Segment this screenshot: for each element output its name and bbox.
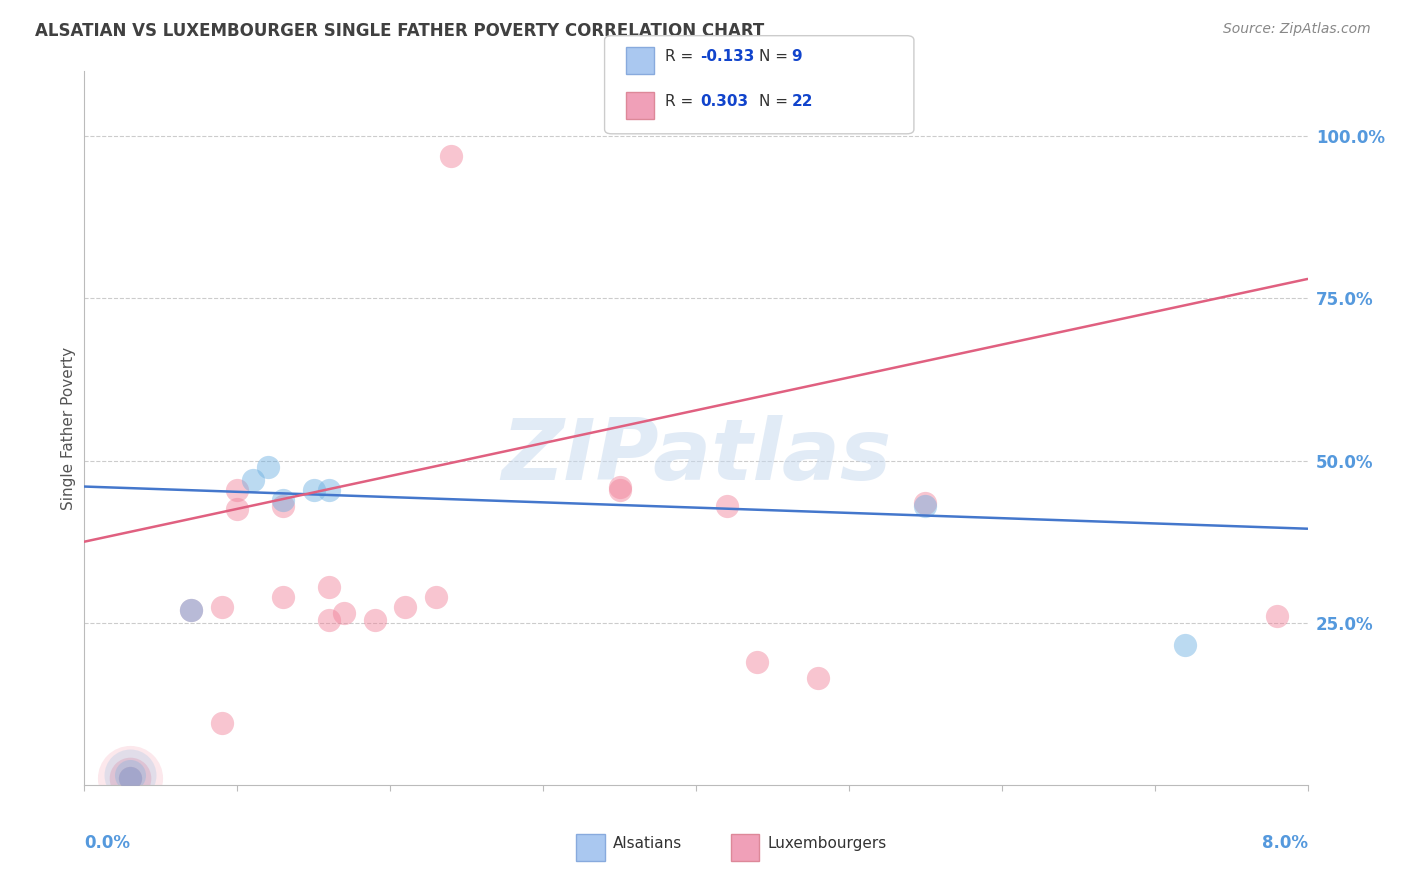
Point — [271, 590, 294, 604]
Point — [120, 768, 142, 782]
Point — [914, 499, 936, 513]
Point — [318, 580, 340, 594]
Text: 9: 9 — [792, 49, 803, 64]
Text: ZIPatlas: ZIPatlas — [501, 415, 891, 499]
Point — [120, 772, 142, 786]
Point — [716, 499, 738, 513]
Point — [914, 496, 936, 510]
Text: 8.0%: 8.0% — [1261, 834, 1308, 852]
Point — [333, 606, 356, 620]
Text: N =: N = — [759, 49, 793, 64]
Point — [120, 772, 142, 786]
Text: 0.0%: 0.0% — [84, 834, 131, 852]
Point — [242, 473, 264, 487]
Point — [226, 483, 249, 497]
Y-axis label: Single Father Poverty: Single Father Poverty — [60, 347, 76, 509]
Point — [120, 768, 142, 782]
Point — [807, 671, 830, 685]
Text: 0.303: 0.303 — [700, 94, 748, 109]
Point — [440, 149, 463, 163]
Text: Luxembourgers: Luxembourgers — [768, 836, 887, 851]
Text: Alsatians: Alsatians — [613, 836, 682, 851]
Text: ALSATIAN VS LUXEMBOURGER SINGLE FATHER POVERTY CORRELATION CHART: ALSATIAN VS LUXEMBOURGER SINGLE FATHER P… — [35, 22, 765, 40]
Text: 22: 22 — [792, 94, 813, 109]
Point — [180, 603, 202, 617]
Point — [747, 655, 769, 669]
Text: -0.133: -0.133 — [700, 49, 755, 64]
Point — [120, 772, 142, 786]
Point — [257, 460, 280, 475]
Point — [609, 479, 631, 493]
Point — [271, 499, 294, 513]
Text: Source: ZipAtlas.com: Source: ZipAtlas.com — [1223, 22, 1371, 37]
Point — [318, 483, 340, 497]
Point — [1174, 639, 1197, 653]
Point — [364, 613, 387, 627]
Point — [425, 590, 447, 604]
Point — [394, 599, 416, 614]
Point — [211, 599, 233, 614]
Text: R =: R = — [665, 94, 699, 109]
Point — [120, 772, 142, 786]
Text: R =: R = — [665, 49, 699, 64]
Text: N =: N = — [759, 94, 793, 109]
Point — [1265, 609, 1288, 624]
Point — [180, 603, 202, 617]
Point — [271, 492, 294, 507]
Point — [609, 483, 631, 497]
Point — [318, 613, 340, 627]
Point — [211, 716, 233, 731]
Point — [226, 502, 249, 516]
Point — [302, 483, 325, 497]
